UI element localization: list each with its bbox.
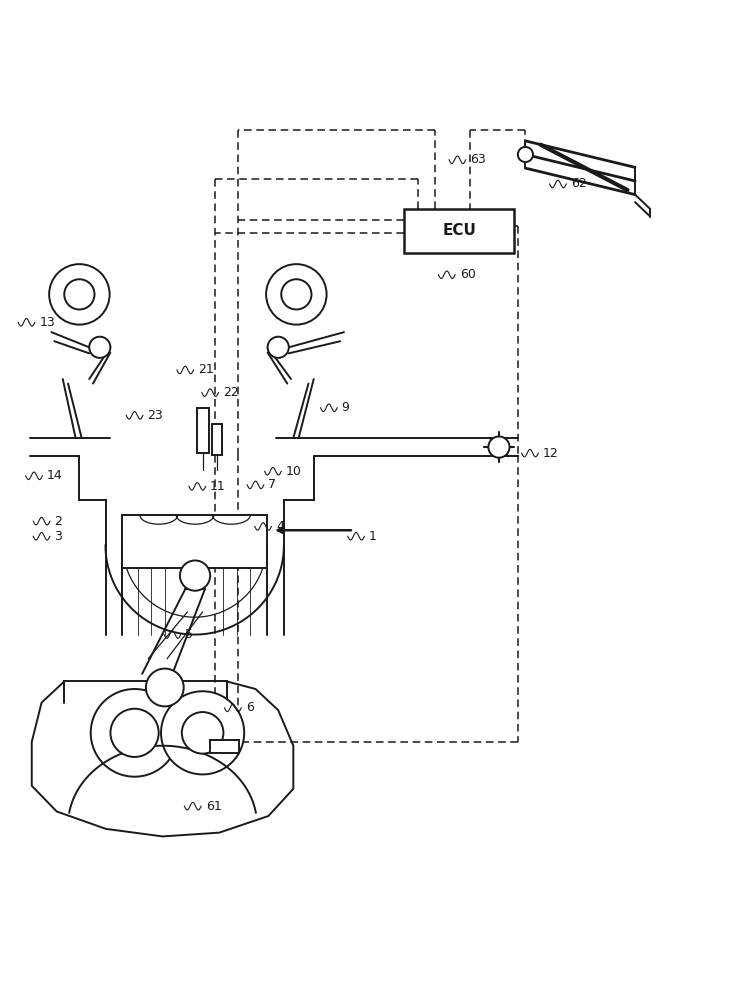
- Text: 12: 12: [543, 447, 559, 460]
- Circle shape: [64, 279, 94, 309]
- Text: 5: 5: [185, 628, 194, 641]
- Circle shape: [110, 709, 159, 757]
- Text: 9: 9: [342, 401, 349, 414]
- Circle shape: [49, 264, 110, 325]
- Circle shape: [518, 147, 533, 162]
- Text: 10: 10: [286, 465, 302, 478]
- Text: 3: 3: [54, 530, 62, 543]
- Text: 1: 1: [369, 530, 376, 543]
- Circle shape: [266, 264, 327, 325]
- Circle shape: [281, 279, 311, 309]
- Circle shape: [181, 712, 224, 754]
- Text: 22: 22: [223, 386, 239, 399]
- Circle shape: [180, 560, 210, 591]
- Text: 60: 60: [460, 268, 476, 281]
- Bar: [210, 740, 239, 753]
- Text: 4: 4: [276, 520, 284, 533]
- Circle shape: [161, 691, 244, 774]
- Circle shape: [146, 669, 184, 706]
- Text: 13: 13: [39, 316, 55, 329]
- Bar: [122, 515, 267, 568]
- Text: 14: 14: [47, 469, 63, 482]
- Text: 11: 11: [210, 480, 226, 493]
- Bar: [212, 424, 222, 455]
- Text: 63: 63: [470, 153, 486, 166]
- Circle shape: [89, 337, 110, 358]
- Text: 62: 62: [571, 177, 587, 190]
- Text: 6: 6: [246, 701, 253, 714]
- Circle shape: [488, 436, 510, 458]
- Text: 7: 7: [268, 478, 277, 491]
- Text: 2: 2: [54, 515, 62, 528]
- Circle shape: [268, 337, 289, 358]
- Text: 21: 21: [198, 363, 214, 376]
- Text: 23: 23: [147, 409, 163, 422]
- Text: 61: 61: [206, 800, 222, 813]
- Text: ECU: ECU: [442, 223, 476, 238]
- Bar: [197, 408, 209, 453]
- Bar: [404, 209, 514, 253]
- Circle shape: [91, 689, 178, 777]
